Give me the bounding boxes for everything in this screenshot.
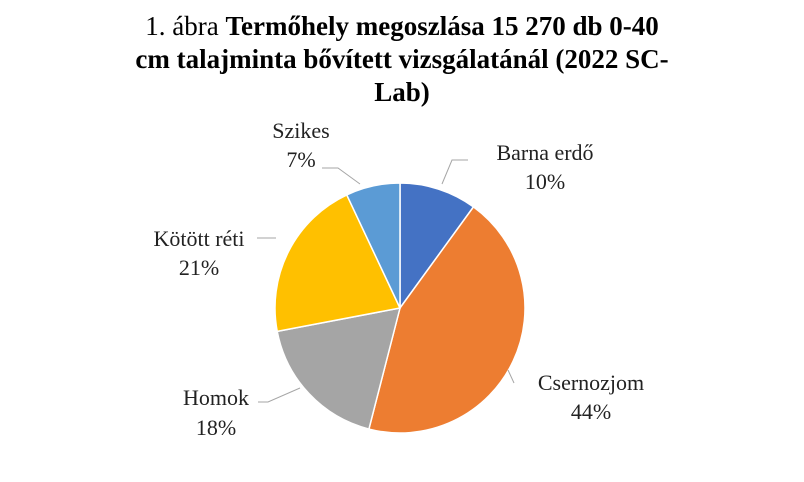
chart-title-line-2: cm talajminta bővített vizsgálatánál (20… bbox=[0, 43, 804, 76]
leader-line-barna-erdo bbox=[441, 159, 468, 185]
label-barna-erdo: Barna erdő bbox=[496, 140, 593, 165]
leader-line-homok bbox=[258, 387, 301, 403]
label-csernozjom: Csernozjom bbox=[538, 370, 644, 395]
pct-csernozjom: 44% bbox=[571, 399, 611, 424]
pie-slice-csernozjom bbox=[368, 205, 526, 434]
pie-slice-barna-erd- bbox=[399, 182, 475, 311]
pie-slice-k-t-tt-r-ti bbox=[274, 193, 402, 333]
label-kotott-reti: Kötött réti bbox=[153, 226, 244, 251]
title-text: Lab) bbox=[374, 77, 430, 107]
figure-number: 1. ábra bbox=[145, 11, 219, 41]
pct-szikes: 7% bbox=[286, 147, 315, 172]
title-text: Termőhely megoszlása 15 270 db 0-40 bbox=[225, 11, 659, 41]
leader-line-csernozjom bbox=[507, 369, 515, 384]
leader-line-szikes bbox=[322, 167, 361, 185]
label-homok: Homok bbox=[183, 385, 249, 410]
chart-title-line-3: Lab) bbox=[0, 76, 804, 109]
pct-homok: 18% bbox=[196, 415, 236, 440]
title-text: cm talajminta bővített vizsgálatánál (20… bbox=[135, 44, 669, 74]
label-szikes: Szikes bbox=[272, 118, 329, 143]
pie-slice-szikes bbox=[345, 182, 401, 309]
pie-slice-homok bbox=[276, 307, 402, 430]
pct-kotott-reti: 21% bbox=[179, 255, 219, 280]
pct-barna-erdo: 10% bbox=[525, 169, 565, 194]
chart-title-line-1: 1. ábra Termőhely megoszlása 15 270 db 0… bbox=[0, 10, 804, 43]
